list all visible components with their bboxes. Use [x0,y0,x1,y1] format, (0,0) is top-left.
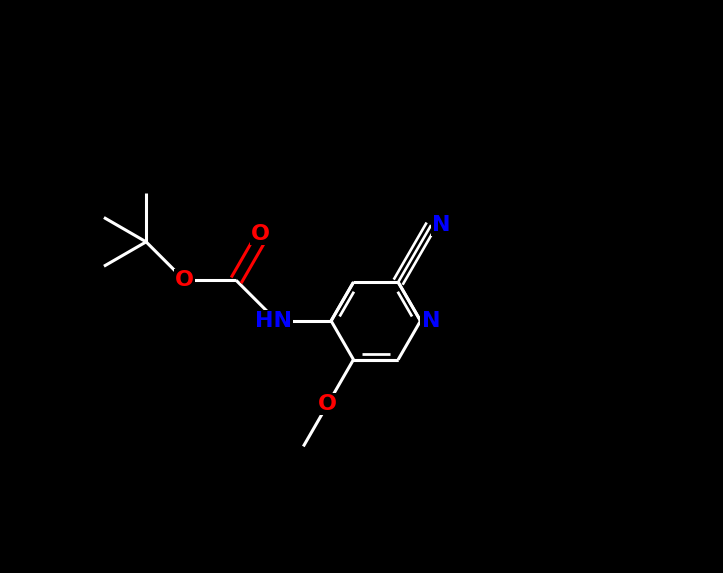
Text: O: O [175,270,194,291]
Text: O: O [251,223,270,244]
Text: HN: HN [255,311,292,331]
Text: O: O [318,394,337,414]
Text: N: N [432,215,450,235]
Text: N: N [422,311,440,331]
